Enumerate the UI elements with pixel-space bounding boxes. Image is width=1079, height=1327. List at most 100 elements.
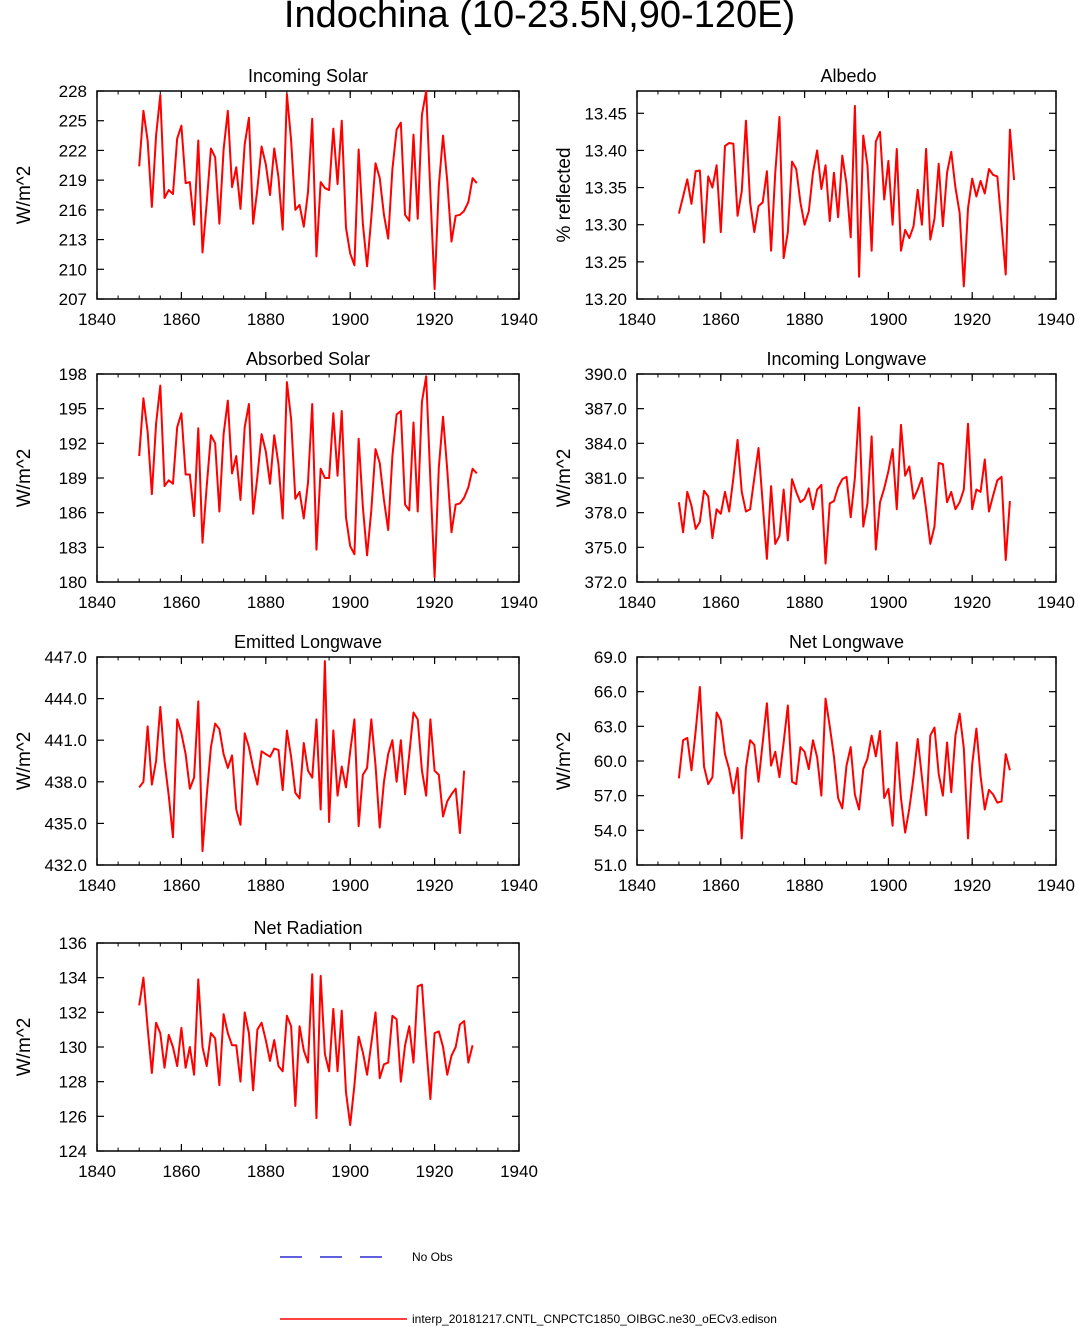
y-tick-label: 213 xyxy=(59,231,87,250)
x-tick-label: 1920 xyxy=(953,593,991,612)
x-tick-label: 1940 xyxy=(500,593,538,612)
x-tick-label: 1900 xyxy=(869,876,907,895)
y-tick-label: 387.0 xyxy=(584,400,627,419)
legend-obs-label: No Obs xyxy=(412,1250,453,1264)
y-tick-label: 13.25 xyxy=(584,253,627,272)
x-tick-label: 1920 xyxy=(953,310,991,329)
y-axis-label: W/m^2 xyxy=(14,732,35,791)
y-tick-label: 183 xyxy=(59,538,87,557)
y-tick-label: 390.0 xyxy=(584,365,627,384)
x-tick-label: 1880 xyxy=(786,593,824,612)
legend-model-label: interp_20181217.CNTL_CNPCTC1850_OIBGC.ne… xyxy=(412,1312,777,1326)
x-tick-label: 1880 xyxy=(247,593,285,612)
y-tick-label: 378.0 xyxy=(584,504,627,523)
x-tick-label: 1840 xyxy=(618,310,656,329)
panel-2: 1840 1860 1880 1900 1920 1940 13.20 13.25 13.30 1… xyxy=(554,66,1075,329)
y-tick-label: 13.20 xyxy=(584,290,627,309)
panel-title: Net Radiation xyxy=(253,918,362,938)
x-tick-label: 1860 xyxy=(162,876,200,895)
x-tick-label: 1940 xyxy=(1037,593,1075,612)
panel-1: 1840 1860 1880 1900 1920 1940 207 210 213 216 219 2… xyxy=(14,66,538,329)
y-tick-label: 189 xyxy=(59,469,87,488)
x-tick-label: 1920 xyxy=(416,876,454,895)
y-tick-label: 225 xyxy=(59,112,87,131)
y-tick-label: 13.35 xyxy=(584,179,627,198)
panel-title: Incoming Longwave xyxy=(766,349,926,369)
y-axis-label: W/m^2 xyxy=(14,166,35,225)
y-axis-label: W/m^2 xyxy=(14,1018,35,1077)
y-tick-label: 60.0 xyxy=(594,752,627,771)
x-tick-label: 1940 xyxy=(1037,310,1075,329)
y-tick-label: 381.0 xyxy=(584,469,627,488)
y-tick-label: 192 xyxy=(59,434,87,453)
y-tick-label: 432.0 xyxy=(44,856,87,875)
legend-obs: No Obs xyxy=(280,1249,480,1265)
y-tick-label: 186 xyxy=(59,504,87,523)
x-tick-label: 1940 xyxy=(500,1162,538,1181)
panel-title: Albedo xyxy=(820,66,876,86)
x-tick-label: 1900 xyxy=(869,593,907,612)
panel-title: Emitted Longwave xyxy=(234,632,382,652)
series-line xyxy=(677,406,1011,565)
page-title: Indochina (10-23.5N,90-120E) xyxy=(283,0,796,36)
series-line xyxy=(138,375,478,579)
y-tick-label: 54.0 xyxy=(594,821,627,840)
x-tick-label: 1840 xyxy=(618,876,656,895)
y-tick-label: 51.0 xyxy=(594,856,627,875)
y-tick-label: 69.0 xyxy=(594,648,627,667)
series-line xyxy=(138,660,466,853)
x-tick-label: 1840 xyxy=(78,310,116,329)
y-tick-label: 128 xyxy=(59,1073,87,1092)
y-tick-label: 435.0 xyxy=(44,814,87,833)
x-tick-label: 1880 xyxy=(247,310,285,329)
y-tick-label: 13.30 xyxy=(584,216,627,235)
y-axis-label: W/m^2 xyxy=(554,449,575,508)
x-tick-label: 1860 xyxy=(162,310,200,329)
y-tick-label: 207 xyxy=(59,290,87,309)
panel-title: Incoming Solar xyxy=(248,66,368,86)
x-tick-label: 1920 xyxy=(953,876,991,895)
series-line xyxy=(138,973,474,1126)
y-tick-label: 216 xyxy=(59,201,87,220)
y-tick-label: 132 xyxy=(59,1003,87,1022)
y-tick-label: 66.0 xyxy=(594,683,627,702)
y-axis-label: % reflected xyxy=(554,147,575,242)
plot-frame xyxy=(96,656,520,866)
x-tick-label: 1940 xyxy=(1037,876,1075,895)
y-tick-label: 136 xyxy=(59,934,87,953)
x-tick-label: 1860 xyxy=(162,593,200,612)
x-tick-label: 1920 xyxy=(416,593,454,612)
y-tick-label: 384.0 xyxy=(584,434,627,453)
x-tick-label: 1940 xyxy=(500,876,538,895)
x-tick-label: 1840 xyxy=(78,876,116,895)
x-tick-label: 1940 xyxy=(500,310,538,329)
y-tick-label: 375.0 xyxy=(584,538,627,557)
y-tick-label: 13.45 xyxy=(584,104,627,123)
panel-4: 1840 1860 1880 1900 1920 1940 372.0 375.0 378.0 3… xyxy=(554,349,1075,612)
x-tick-label: 1920 xyxy=(416,310,454,329)
series-line xyxy=(677,686,1011,840)
panel-5: 1840 1860 1880 1900 1920 1940 432.0 435.0 438.0 4… xyxy=(14,632,538,895)
x-tick-label: 1880 xyxy=(786,876,824,895)
x-tick-label: 1900 xyxy=(869,310,907,329)
y-tick-label: 198 xyxy=(59,365,87,384)
y-tick-label: 130 xyxy=(59,1038,87,1057)
y-tick-label: 372.0 xyxy=(584,573,627,592)
y-tick-label: 444.0 xyxy=(44,690,87,709)
series-line xyxy=(677,104,1016,288)
x-tick-label: 1840 xyxy=(618,593,656,612)
legend-obs-dash-icon xyxy=(280,1256,400,1258)
panel-6: 1840 1860 1880 1900 1920 1940 51.0 54.0 57.0 60.0… xyxy=(554,632,1075,895)
panel-title: Absorbed Solar xyxy=(246,349,370,369)
series-line xyxy=(138,90,478,291)
x-tick-label: 1860 xyxy=(702,310,740,329)
x-tick-label: 1920 xyxy=(416,1162,454,1181)
x-tick-label: 1900 xyxy=(331,1162,369,1181)
x-tick-label: 1900 xyxy=(331,310,369,329)
x-tick-label: 1880 xyxy=(786,310,824,329)
y-tick-label: 210 xyxy=(59,260,87,279)
y-axis-label: W/m^2 xyxy=(14,449,35,508)
x-tick-label: 1860 xyxy=(702,876,740,895)
x-tick-label: 1880 xyxy=(247,1162,285,1181)
